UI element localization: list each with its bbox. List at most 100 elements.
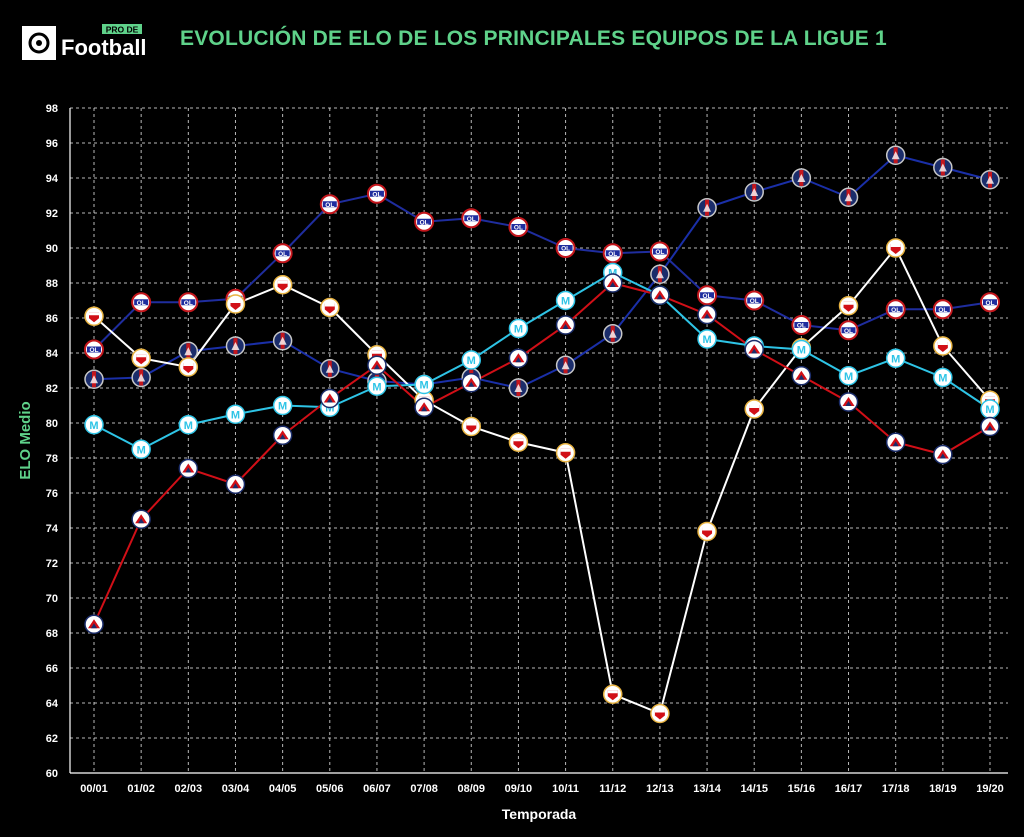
x-tick-label: 03/04 — [222, 783, 250, 795]
svg-text:M: M — [844, 371, 853, 383]
lille-crest-icon — [744, 339, 764, 360]
marseille-crest-icon: M — [414, 374, 434, 395]
lille-crest-icon — [84, 614, 104, 634]
svg-text:OL: OL — [325, 202, 334, 209]
svg-text:M: M — [891, 353, 900, 365]
monaco-crest-icon — [650, 703, 670, 724]
svg-text:M: M — [797, 345, 806, 357]
psg-crest-icon — [602, 324, 623, 344]
grid — [70, 107, 1008, 774]
monaco-crest-icon — [697, 521, 717, 542]
svg-text:M: M — [278, 401, 287, 413]
lyon-crest-icon: OL — [932, 299, 953, 320]
lyon-crest-icon: OL — [508, 217, 529, 237]
svg-text:OL: OL — [891, 307, 900, 314]
x-tick-label: 07/08 — [410, 783, 438, 795]
svg-text:OL: OL — [703, 293, 712, 300]
x-tick-label: 13/14 — [693, 783, 721, 795]
lille-crest-icon — [885, 432, 906, 452]
y-tick-label: 72 — [46, 558, 58, 570]
psg-crest-icon — [650, 264, 670, 284]
svg-text:OL: OL — [89, 347, 98, 354]
lille-crest-icon — [367, 355, 387, 375]
lyon-crest-icon: OL — [272, 243, 293, 264]
lille-crest-icon — [980, 416, 1000, 437]
logo-brand-small: PRO DE — [106, 25, 139, 35]
psg-crest-icon — [225, 336, 246, 356]
svg-text:M: M — [938, 373, 947, 385]
marseille-crest-icon: M — [791, 339, 812, 360]
profootball-logo: PRO DE Football — [22, 24, 147, 60]
marseille-crest-icon: M — [885, 348, 906, 368]
lyon-crest-icon: OL — [744, 290, 765, 311]
marseille-crest-icon: M — [555, 290, 576, 311]
x-tick-label: 04/05 — [269, 783, 297, 795]
psg-crest-icon — [933, 157, 953, 178]
y-tick-label: 64 — [46, 698, 59, 710]
monaco-crest-icon — [272, 275, 293, 295]
lille-crest-icon — [508, 348, 529, 368]
y-tick-label: 86 — [46, 313, 58, 325]
psg-crest-icon — [885, 145, 906, 165]
svg-text:OL: OL — [797, 323, 806, 330]
svg-text:OL: OL — [467, 216, 476, 223]
svg-text:OL: OL — [420, 219, 429, 226]
psg-crest-icon — [838, 187, 859, 207]
lille-crest-icon — [650, 285, 670, 305]
x-axis-label: Temporada — [502, 806, 577, 822]
monaco-crest-icon — [885, 238, 906, 258]
psg-crest-icon — [272, 331, 293, 351]
svg-text:M: M — [231, 409, 240, 421]
marseille-crest-icon: M — [508, 318, 529, 339]
x-tick-label: 15/16 — [788, 783, 816, 795]
svg-text:M: M — [467, 355, 476, 367]
x-tick-label: 14/15 — [740, 783, 768, 795]
lyon-crest-icon: OL — [319, 194, 340, 215]
svg-text:OL: OL — [184, 300, 193, 307]
marseille-crest-icon: M — [178, 415, 199, 435]
svg-text:OL: OL — [985, 300, 994, 307]
svg-text:M: M — [420, 380, 429, 392]
lyon-crest-icon: OL — [885, 299, 906, 320]
marseille-crest-icon: M — [367, 376, 387, 396]
x-tick-label: 09/10 — [505, 783, 533, 795]
psg-crest-icon — [508, 378, 529, 398]
monaco-crest-icon — [320, 297, 340, 318]
y-tick-label: 98 — [46, 103, 58, 115]
monaco-crest-icon — [84, 306, 104, 326]
y-tick-label: 96 — [46, 138, 58, 150]
y-tick-label: 80 — [46, 418, 58, 430]
x-tick-label: 16/17 — [835, 783, 863, 795]
lille-crest-icon — [461, 373, 482, 393]
psg-crest-icon — [131, 367, 151, 388]
x-tick-label: 18/19 — [929, 783, 957, 795]
x-tick-label: 05/06 — [316, 783, 344, 795]
monaco-crest-icon — [602, 684, 623, 704]
lille-crest-icon — [131, 509, 151, 529]
x-tick-label: 12/13 — [646, 783, 674, 795]
lyon-crest-icon: OL — [178, 292, 199, 313]
x-tick-label: 19/20 — [976, 783, 1004, 795]
svg-text:OL: OL — [750, 298, 759, 305]
psg-crest-icon — [791, 168, 812, 188]
monaco-crest-icon — [555, 443, 576, 463]
monaco-crest-icon — [508, 432, 529, 452]
lyon-crest-icon: OL — [555, 238, 576, 258]
y-tick-label: 90 — [46, 243, 58, 255]
lyon-crest-icon: OL — [838, 320, 859, 341]
x-tick-label: 06/07 — [363, 783, 391, 795]
svg-text:OL: OL — [608, 251, 617, 258]
y-tick-label: 88 — [46, 278, 58, 290]
svg-text:OL: OL — [561, 246, 570, 253]
svg-text:OL: OL — [278, 251, 287, 258]
svg-text:M: M — [184, 420, 193, 432]
lyon-crest-icon: OL — [980, 292, 1000, 313]
psg-crest-icon — [980, 170, 1000, 190]
psg-crest-icon — [84, 369, 104, 389]
monaco-crest-icon — [225, 294, 246, 314]
svg-text:M: M — [561, 296, 570, 308]
y-tick-label: 82 — [46, 383, 58, 395]
marseille-crest-icon: M — [84, 415, 104, 435]
marseille-crest-icon: M — [980, 399, 1000, 419]
svg-text:OL: OL — [938, 307, 947, 314]
